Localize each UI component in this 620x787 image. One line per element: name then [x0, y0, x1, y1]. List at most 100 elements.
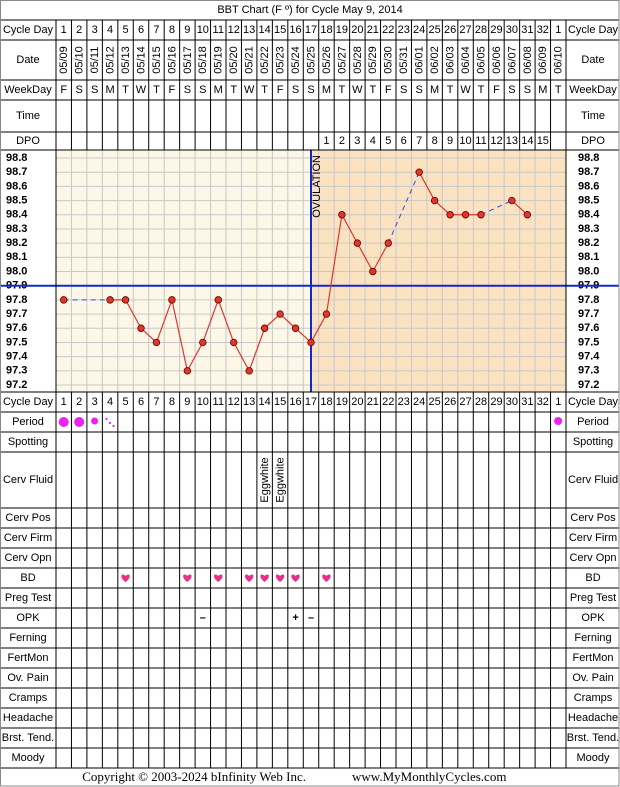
row-label-right: OPK — [581, 612, 605, 624]
cycle-day-bottom: 18 — [320, 396, 332, 408]
weekday: T — [153, 84, 160, 96]
temperature-point — [477, 211, 485, 219]
cycle-day-bottom: 13 — [243, 396, 255, 408]
y-tick-label-right: 98.5 — [578, 194, 599, 206]
date: 05/11 — [89, 47, 101, 74]
cycle-day: 19 — [336, 24, 348, 36]
weekday: T — [339, 84, 346, 96]
temperature-point — [230, 338, 238, 347]
cycle-day-bottom: 11 — [213, 396, 224, 408]
ovulation-label: OVULATION — [311, 155, 323, 218]
y-tick-label: 98.5 — [6, 194, 27, 206]
row-label: Spotting — [8, 436, 48, 448]
weekday: T — [478, 84, 485, 96]
weekday: S — [508, 84, 515, 96]
row-label: DPO — [16, 135, 40, 147]
period-icon — [554, 417, 563, 425]
dpo: 9 — [447, 135, 453, 147]
cycle-day-bottom: 31 — [521, 396, 533, 408]
date: 05/25 — [305, 46, 317, 74]
row-label: Cerv Opn — [4, 552, 51, 564]
y-tick-label-right: 97.2 — [578, 379, 599, 391]
dpo: 3 — [354, 135, 360, 147]
bd-heart — [121, 574, 130, 582]
row-label-right: Cycle Day — [568, 24, 619, 36]
row-label-right: BD — [585, 572, 600, 584]
row-label-right: Ov. Pain — [572, 672, 613, 684]
period-icon — [91, 417, 99, 425]
cycle-day-bottom: 23 — [398, 396, 410, 408]
row-label: OPK — [16, 612, 40, 624]
temperature-point — [106, 296, 114, 304]
row-label: Cerv Fluid — [3, 474, 53, 486]
cycle-day: 32 — [537, 24, 549, 36]
date: 06/04 — [460, 46, 472, 74]
temperature-point — [168, 296, 176, 304]
date: 05/12 — [104, 46, 116, 74]
cycle-day: 25 — [429, 24, 441, 36]
y-tick-label-right: 98.4 — [578, 209, 600, 221]
date: 06/01 — [414, 46, 426, 74]
row-label-right: WeekDay — [569, 84, 617, 96]
cycle-day: 5 — [122, 24, 128, 36]
y-tick-label-right: 97.6 — [578, 322, 599, 334]
date: 06/05 — [475, 46, 487, 74]
y-tick-label-right: 98.1 — [578, 251, 599, 263]
weekday: S — [76, 84, 83, 96]
temperature-point — [369, 267, 377, 276]
weekday: T — [369, 84, 376, 96]
y-tick-label-right: 97.5 — [578, 336, 599, 348]
row-label: Cerv Pos — [5, 512, 51, 524]
dpo: 12 — [490, 135, 502, 147]
date: 05/15 — [151, 46, 163, 74]
weekday: S — [400, 84, 407, 96]
cycle-day: 18 — [320, 24, 332, 36]
date: 06/08 — [522, 46, 534, 74]
cycle-day: 29 — [490, 24, 502, 36]
site-url: www.MyMonthlyCycles.com — [352, 769, 506, 784]
opk: + — [292, 612, 298, 624]
date: 05/26 — [321, 46, 333, 74]
cycle-day: 4 — [107, 24, 113, 36]
row-label-right: Preg Test — [570, 592, 616, 604]
weekday: T — [122, 84, 129, 96]
temperature-point — [183, 367, 192, 375]
weekday: S — [416, 84, 423, 96]
period-icon — [58, 417, 69, 427]
weekday: M — [106, 84, 115, 96]
weekday: S — [524, 84, 531, 96]
weekday: M — [538, 84, 547, 96]
cycle-day-bottom: 9 — [184, 396, 190, 408]
row-label-right: Cerv Pos — [570, 512, 616, 524]
y-tick-label: 97.6 — [6, 322, 27, 334]
cycle-day-bottom: 20 — [351, 396, 363, 408]
bd-heart — [291, 574, 300, 582]
dpo: 1 — [323, 135, 329, 147]
cycle-day: 26 — [444, 24, 456, 36]
date: 05/23 — [274, 46, 286, 74]
date: 05/30 — [383, 46, 395, 74]
date: 05/16 — [166, 46, 178, 74]
cycle-day: 21 — [367, 24, 379, 36]
weekday: S — [199, 84, 206, 96]
cycle-day: 24 — [413, 24, 425, 36]
temperature-point — [338, 211, 346, 219]
temperature-point — [199, 338, 207, 347]
y-tick-label-right: 97.8 — [578, 294, 599, 306]
cycle-day-bottom: 8 — [169, 396, 175, 408]
row-label: Headache — [3, 712, 53, 724]
row-label: Moody — [11, 752, 45, 764]
date: 05/20 — [228, 46, 240, 74]
dpo: 5 — [385, 135, 391, 147]
cycle-day-bottom: 1 — [555, 396, 561, 408]
date: 05/21 — [244, 46, 256, 74]
cycle-day-bottom: 5 — [122, 396, 128, 408]
y-tick-label: 97.4 — [6, 351, 28, 363]
temperature-point — [353, 239, 362, 247]
temperature-point — [430, 196, 439, 205]
row-label: Period — [12, 416, 44, 428]
y-tick-label: 97.3 — [6, 365, 27, 377]
cycle-day-bottom: 2 — [76, 396, 82, 408]
